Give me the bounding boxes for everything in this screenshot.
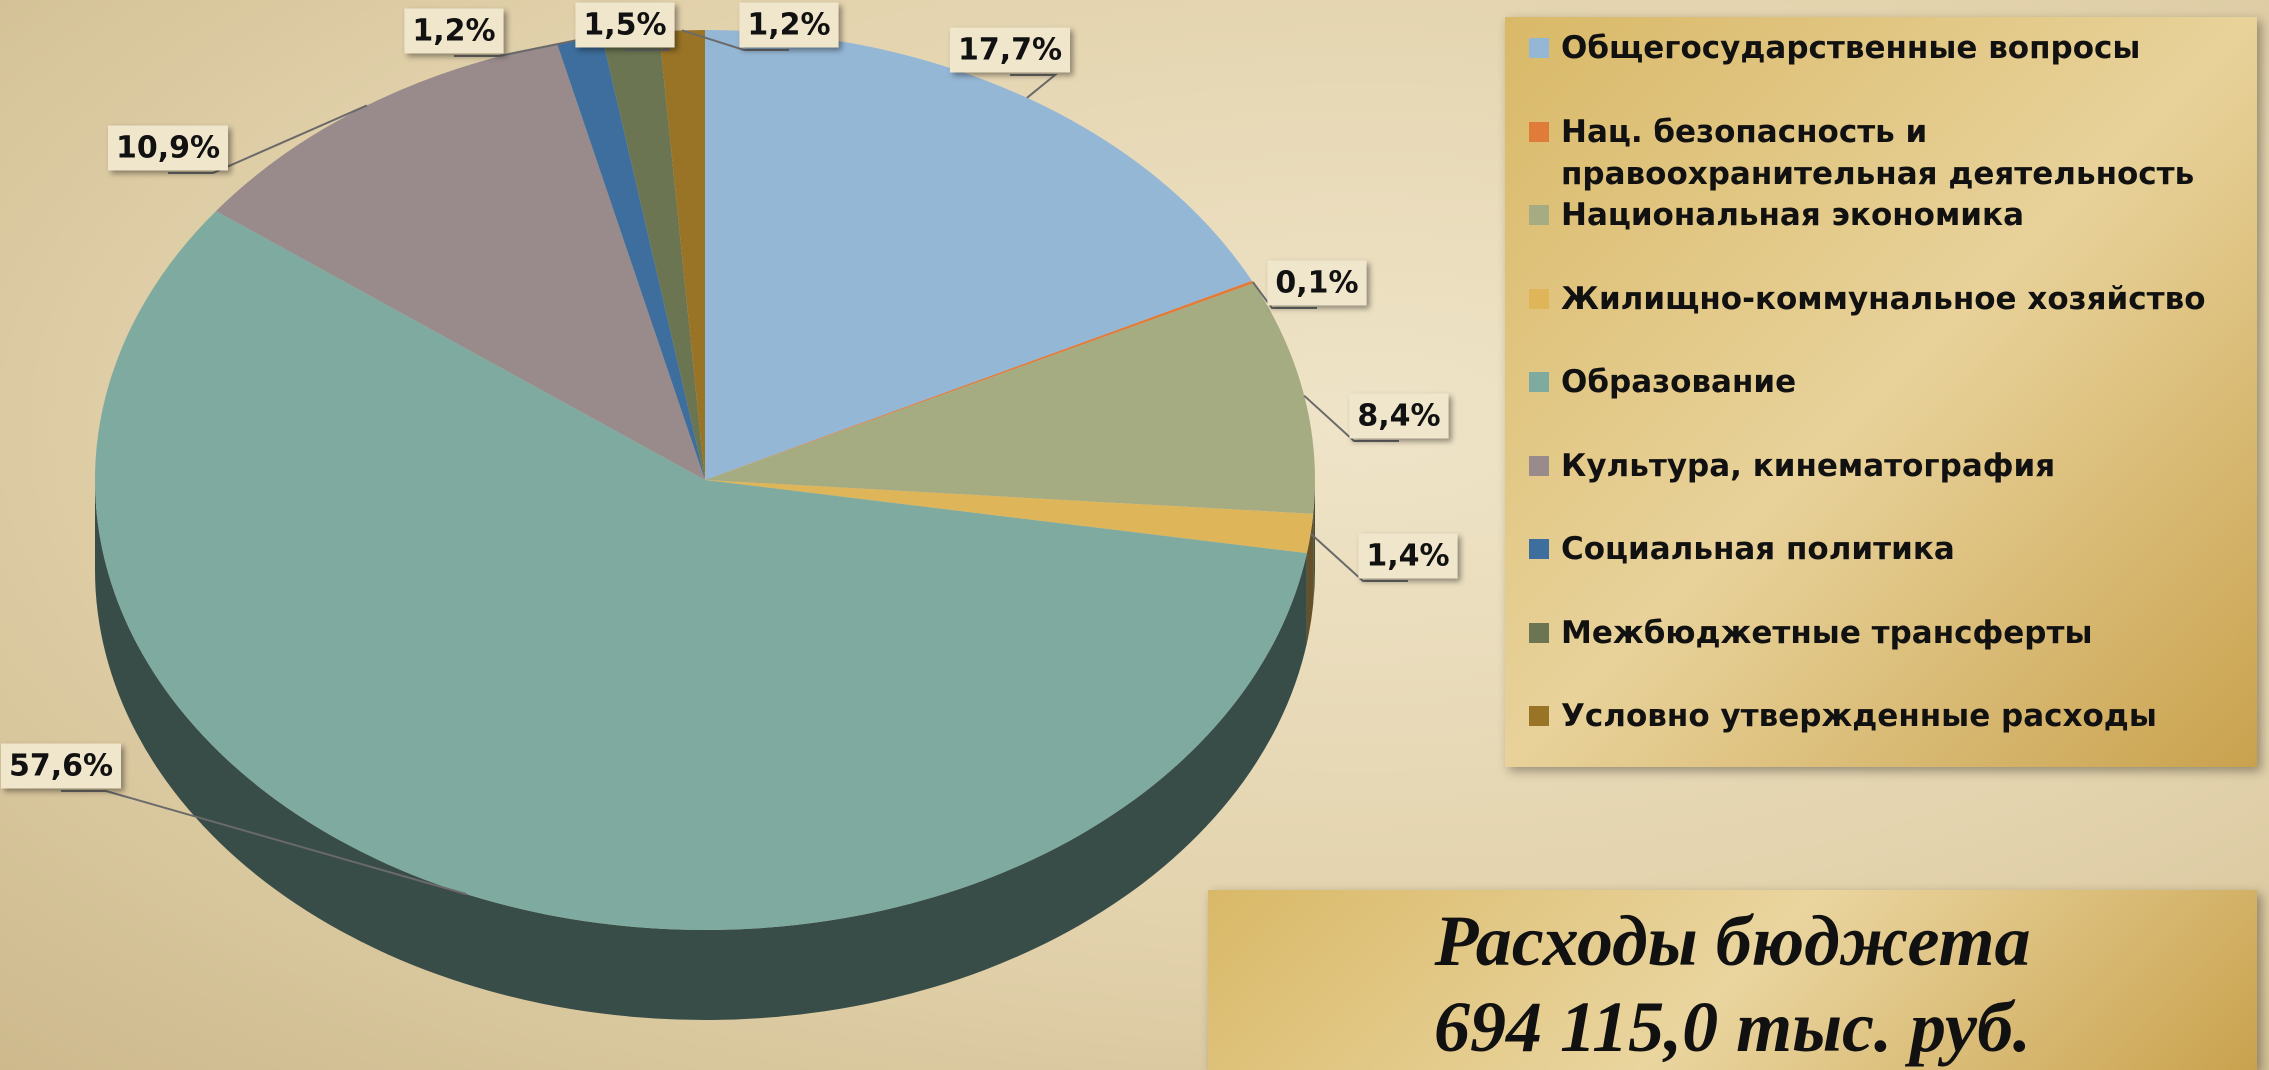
- legend-label: Межбюджетные трансферты: [1561, 612, 2249, 654]
- legend-item: Культура, кинематография: [1529, 445, 2249, 487]
- data-label: 8,4%: [1357, 399, 1440, 434]
- legend-label: Образование: [1561, 361, 2249, 403]
- legend-label: Социальная политика: [1561, 528, 2249, 570]
- legend-item: Образование: [1529, 361, 2249, 403]
- legend-swatch: [1529, 706, 1549, 726]
- legend-item: Межбюджетные трансферты: [1529, 612, 2249, 654]
- legend-swatch: [1529, 289, 1549, 309]
- title-box: Расходы бюджета 694 115,0 тыс. руб.: [1208, 890, 2257, 1070]
- legend: Общегосударственные вопросы Нац. безопасн…: [1505, 17, 2257, 767]
- legend-swatch: [1529, 372, 1549, 392]
- legend-swatch: [1529, 205, 1549, 225]
- data-label: 1,2%: [412, 14, 495, 49]
- data-label: 1,2%: [747, 8, 830, 43]
- data-label: 0,1%: [1275, 266, 1358, 301]
- legend-item: Нац. безопасность и правоохранительная д…: [1529, 111, 2249, 195]
- legend-label: Жилищно-коммунальное хозяйство: [1561, 278, 2249, 320]
- legend-label: Общегосударственные вопросы: [1561, 27, 2249, 69]
- legend-item: Национальная экономика: [1529, 194, 2249, 236]
- legend-label: Культура, кинематография: [1561, 445, 2249, 487]
- legend-label: Условно утвержденные расходы: [1561, 695, 2249, 737]
- legend-swatch: [1529, 539, 1549, 559]
- data-label: 10,9%: [116, 131, 220, 166]
- legend-label: Нац. безопасность и правоохранительная д…: [1561, 111, 2249, 195]
- chart-subtitle: 694 115,0 тыс. руб.: [1208, 984, 2257, 1070]
- data-label: 1,5%: [583, 8, 666, 43]
- legend-swatch: [1529, 122, 1549, 142]
- data-label: 17,7%: [958, 33, 1062, 68]
- legend-item: Условно утвержденные расходы: [1529, 695, 2249, 737]
- legend-swatch: [1529, 38, 1549, 58]
- legend-swatch: [1529, 456, 1549, 476]
- legend-item: Жилищно-коммунальное хозяйство: [1529, 278, 2249, 320]
- chart-title: Расходы бюджета: [1208, 898, 2257, 984]
- legend-label: Национальная экономика: [1561, 194, 2249, 236]
- page: 17,7%0,1%8,4%1,4%57,6%10,9%1,2%1,5%1,2% …: [0, 0, 2269, 1070]
- data-label: 57,6%: [9, 749, 113, 784]
- legend-item: Общегосударственные вопросы: [1529, 27, 2249, 69]
- legend-item: Социальная политика: [1529, 528, 2249, 570]
- data-label: 1,4%: [1366, 539, 1449, 574]
- legend-swatch: [1529, 623, 1549, 643]
